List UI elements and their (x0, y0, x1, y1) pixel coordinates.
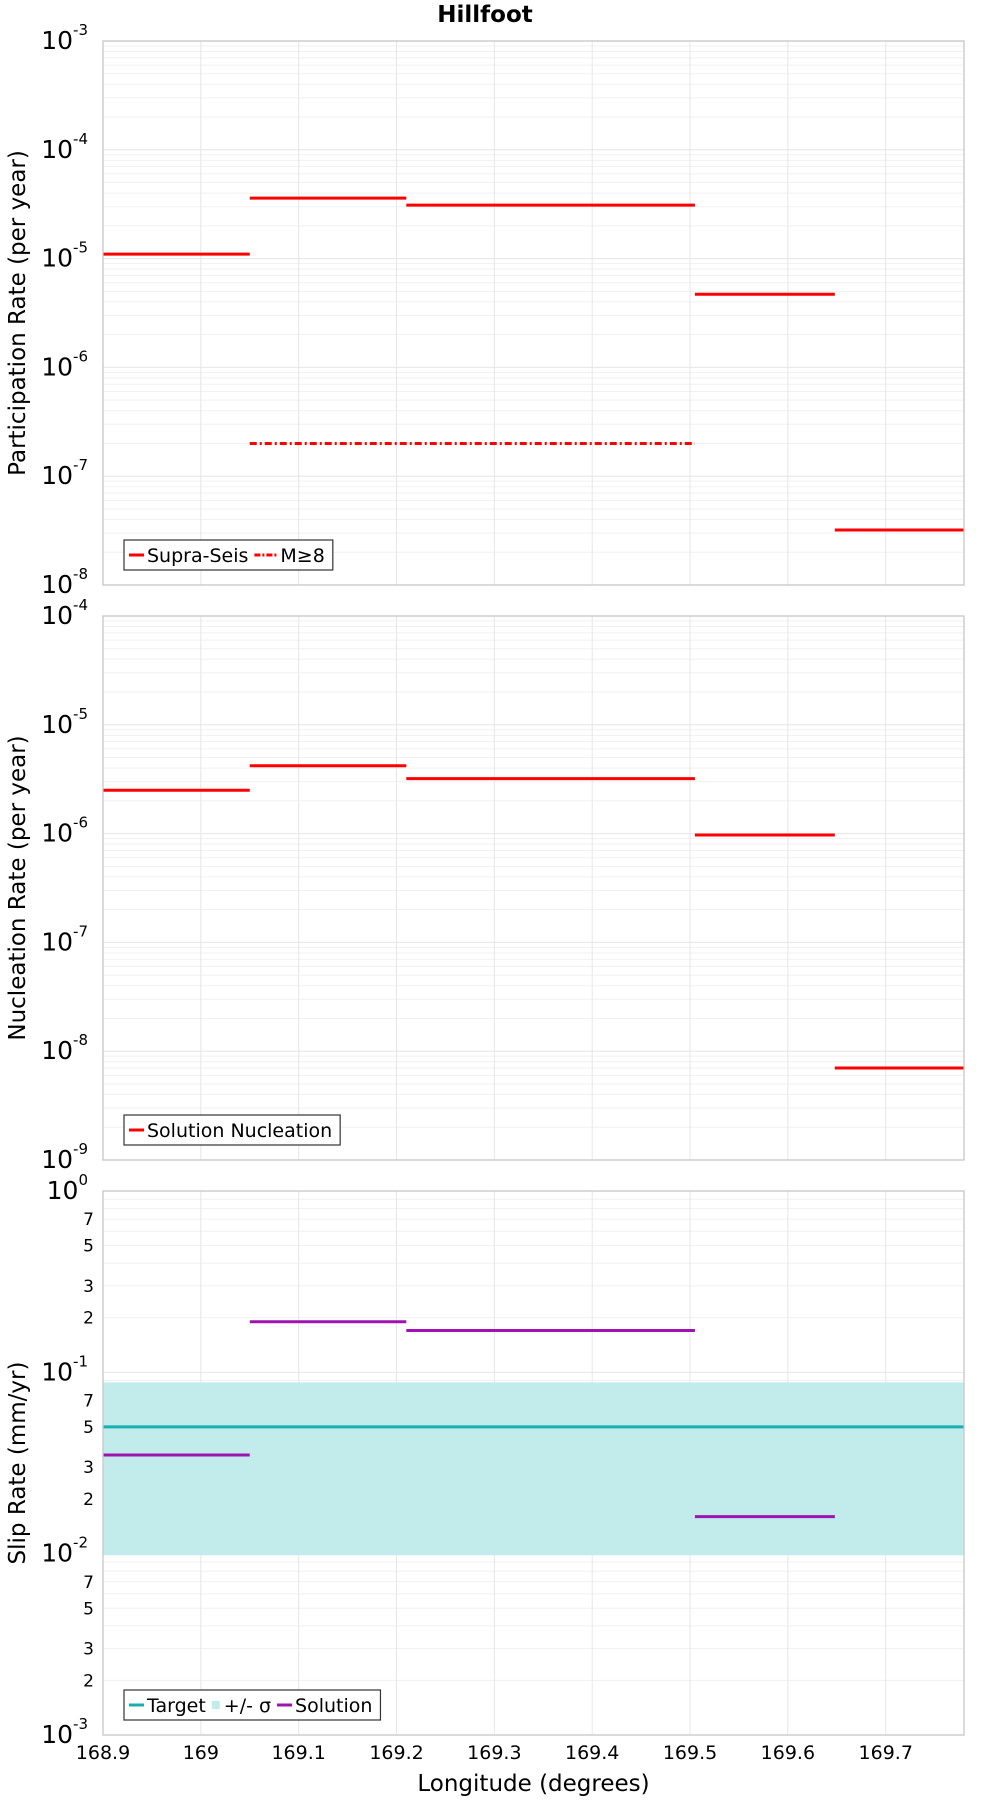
x-tick-label: 168.9 (76, 1742, 130, 1764)
y-minor-tick-label: 2 (83, 1671, 94, 1691)
y-tick-label: 10-1 (41, 1352, 88, 1386)
legend: Solution Nucleation (123, 1114, 341, 1146)
y-tick-label: 10-4 (41, 596, 88, 630)
legend-label: Solution (295, 1695, 372, 1717)
panel-nucleation: 10-9 10-8 10-7 10-6 10-5 10-4 Nucleation Rate … (5, 596, 965, 1174)
y-tick-label: 10-2 (41, 1534, 88, 1568)
y-minor-tick-label: 3 (83, 1458, 94, 1478)
legend-frame (123, 1689, 382, 1721)
chart-panels: 10-8 10-7 10-6 10-5 10-4 10-3 Participation Ra… (5, 21, 965, 1797)
x-tick-label: 169 (183, 1742, 219, 1764)
plot-area (102, 40, 965, 586)
y-minor-tick-label: 7 (83, 1573, 94, 1593)
x-tick-label: 169.7 (859, 1742, 913, 1764)
legend-label: Target (146, 1695, 206, 1717)
y-tick-label: 100 (47, 1171, 88, 1205)
y-tick-label: 10-7 (41, 922, 88, 956)
legend: Target +/- σ Solution (123, 1689, 382, 1721)
y-tick-label: 10-6 (41, 814, 88, 848)
panel-participation: 10-8 10-7 10-6 10-5 10-4 10-3 Participation Ra… (5, 21, 965, 599)
legend-label: Supra-Seis (147, 545, 248, 567)
y-axis-title: Participation Rate (per year) (5, 150, 31, 476)
y-axis-title: Slip Rate (mm/yr) (5, 1362, 31, 1565)
legend-swatch-1 (211, 1701, 220, 1709)
legend-label: +/- σ (224, 1695, 271, 1717)
x-axis-title: Longitude (degrees) (417, 1771, 649, 1797)
legend: Supra-Seis M≥8 (123, 539, 334, 571)
legend-frame (123, 539, 334, 571)
y-tick-label: 10-9 (41, 1140, 88, 1174)
y-tick-label: 10-7 (41, 456, 88, 490)
x-tick-label: 169.1 (271, 1742, 325, 1764)
plot-border (102, 615, 965, 1161)
legend-label: Solution Nucleation (147, 1120, 332, 1142)
y-minor-tick-label: 3 (83, 1639, 94, 1659)
y-tick-label: 10-8 (41, 565, 88, 599)
y-minor-tick-label: 7 (83, 1391, 94, 1411)
chart-title: Hillfoot (437, 2, 533, 28)
plot-area (102, 615, 965, 1161)
y-tick-label: 10-4 (41, 130, 88, 164)
y-minor-tick-label: 5 (83, 1237, 94, 1257)
x-tick-label: 169.5 (663, 1742, 717, 1764)
legend-label: M≥8 (280, 545, 324, 567)
y-minor-tick-label: 2 (83, 1309, 94, 1329)
legend-frame (123, 1114, 341, 1146)
y-axis-title: Nucleation Rate (per year) (5, 735, 31, 1040)
y-tick-label: 10-6 (41, 347, 88, 381)
plot-border (102, 1190, 965, 1736)
y-tick-label: 10-3 (41, 21, 88, 55)
x-tick-label: 169.3 (467, 1742, 521, 1764)
y-minor-tick-label: 7 (83, 1210, 94, 1230)
plot-border (102, 40, 965, 586)
y-minor-tick-label: 3 (83, 1277, 94, 1297)
x-tick-label: 169.2 (369, 1742, 423, 1764)
x-tick-label: 169.4 (565, 1742, 619, 1764)
y-tick-label: 10-5 (41, 705, 88, 739)
y-tick-label: 10-8 (41, 1031, 88, 1065)
x-tick-label: 169.6 (761, 1742, 815, 1764)
y-minor-tick-label: 5 (83, 1418, 94, 1438)
y-minor-tick-label: 5 (83, 1599, 94, 1619)
sigma-band (103, 1382, 964, 1556)
y-minor-tick-label: 2 (83, 1490, 94, 1510)
y-tick-label: 10-5 (41, 239, 88, 273)
